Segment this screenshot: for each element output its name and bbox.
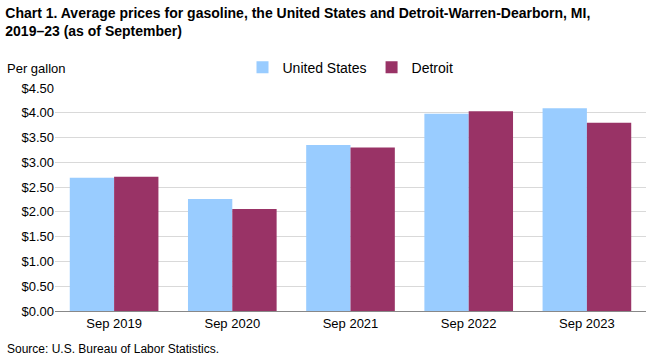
svg-text:Sep 2023: Sep 2023 bbox=[559, 316, 615, 331]
svg-text:Sep 2021: Sep 2021 bbox=[323, 316, 379, 331]
svg-text:Chart 1. Average prices for ga: Chart 1. Average prices for gasoline, th… bbox=[5, 5, 590, 39]
svg-text:$1.50: $1.50 bbox=[21, 229, 54, 244]
svg-text:Per gallon: Per gallon bbox=[7, 61, 66, 76]
svg-text:$4.50: $4.50 bbox=[21, 81, 54, 96]
svg-text:$3.50: $3.50 bbox=[21, 130, 54, 145]
svg-text:$2.00: $2.00 bbox=[21, 204, 54, 219]
svg-text:Sep 2022: Sep 2022 bbox=[441, 316, 497, 331]
svg-text:$2.50: $2.50 bbox=[21, 180, 54, 195]
svg-text:$3.00: $3.00 bbox=[21, 155, 54, 170]
svg-text:Sep 2019: Sep 2019 bbox=[86, 316, 142, 331]
svg-text:Source: U.S. Bureau of Labor S: Source: U.S. Bureau of Labor Statistics. bbox=[7, 342, 219, 356]
svg-text:$0.50: $0.50 bbox=[21, 279, 54, 294]
svg-text:Detroit: Detroit bbox=[412, 60, 453, 76]
svg-text:$4.00: $4.00 bbox=[21, 105, 54, 120]
svg-text:$0.00: $0.00 bbox=[21, 304, 54, 319]
svg-text:Sep 2020: Sep 2020 bbox=[204, 316, 260, 331]
svg-text:United States: United States bbox=[283, 60, 367, 76]
svg-text:$1.00: $1.00 bbox=[21, 254, 54, 269]
